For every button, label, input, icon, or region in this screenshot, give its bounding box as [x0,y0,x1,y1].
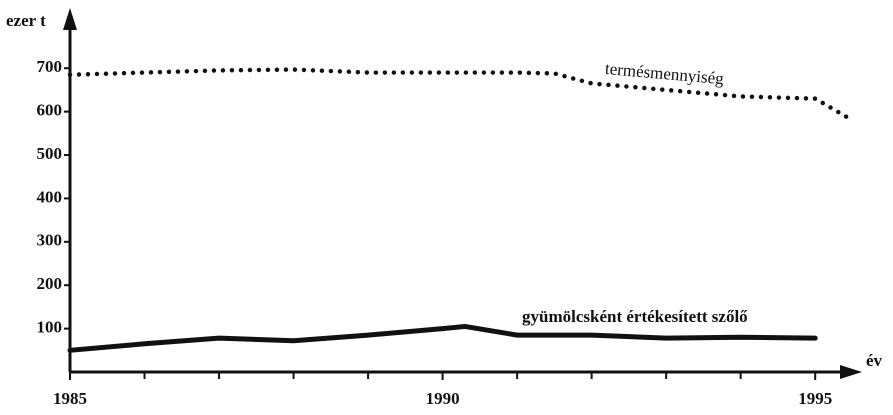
x-arrow [840,365,862,379]
y-tick-label: 300 [37,231,63,250]
series-line [67,67,851,121]
series-line [67,323,818,353]
y-tick-label: 400 [37,187,63,206]
y-arrow [63,8,77,30]
y-tick-label: 100 [37,318,63,337]
y-axis-label: ezer t [6,11,46,30]
y-tick-label: 700 [37,57,63,76]
y-tick-label: 500 [37,144,63,163]
y-tick-label: 200 [37,274,63,293]
x-axis-label: év [866,351,883,370]
series-label: gyümölcsként értékesített szőlő [522,307,748,326]
series-label: termésmennyiség [604,59,725,88]
x-tick-label: 1990 [426,389,460,408]
x-tick-label: 1995 [798,389,832,408]
y-tick-label: 600 [37,101,63,120]
x-tick-label: 1985 [53,389,87,408]
